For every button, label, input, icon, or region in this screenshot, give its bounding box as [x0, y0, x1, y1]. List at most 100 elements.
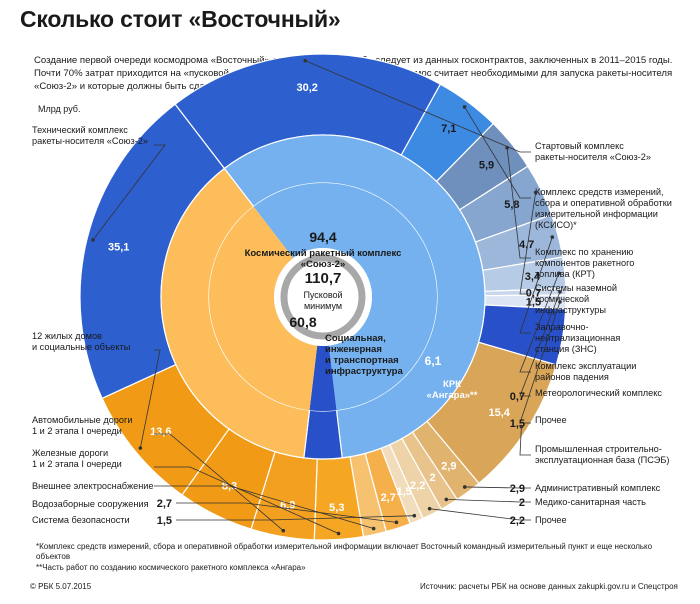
callout-label: Заправочно- — [535, 322, 589, 332]
callout-label: Системы наземной — [535, 283, 617, 293]
footnote: *Комплекс средств измерений, сбора и опе… — [36, 542, 653, 551]
callout-label: ракеты-носителя «Союз-2» — [32, 136, 148, 146]
leader-line — [519, 236, 553, 334]
outer-value-label: 2,2 — [410, 480, 425, 492]
outer-value-label: 15,4 — [489, 407, 511, 419]
callout-value: 0,7 — [510, 391, 525, 403]
leader-dot — [519, 424, 524, 429]
leader-dot — [558, 290, 562, 294]
callout-label: 1 и 2 этапа I очереди — [32, 459, 122, 469]
callout-label: Административный комплекс — [535, 483, 661, 493]
callout-value: 2 — [519, 497, 525, 509]
outer-value-label: 4,7 — [519, 239, 534, 251]
leader-line — [464, 486, 531, 489]
leader-dot — [557, 271, 561, 276]
leader-line — [176, 515, 415, 521]
leader-line — [519, 273, 560, 373]
callout-label: инфраструктуры — [535, 305, 606, 315]
outer-value-label: 13,6 — [150, 426, 171, 438]
outer-value-label: 2 — [429, 472, 435, 484]
callout-label: Технический комплекс — [32, 125, 128, 135]
chart-title: Сколько стоит «Восточный» — [20, 6, 341, 32]
leader-dot — [303, 58, 307, 63]
center-label: минимум — [304, 301, 342, 311]
callout-label: Прочее — [535, 415, 567, 425]
outer-value-label: 6,9 — [280, 500, 295, 512]
inner-value-label: 60,8 — [289, 314, 316, 330]
callout-label: Железные дороги — [32, 448, 108, 458]
center-label: Пусковой — [303, 290, 342, 300]
inner-core-angara — [309, 345, 337, 411]
callout-label: топлива (КРТ) — [535, 269, 595, 279]
leader-dot — [371, 526, 376, 531]
outer-value-label: 1,5 — [396, 486, 411, 498]
leader-line — [139, 349, 161, 449]
inner-name-label: инфраструктура — [325, 366, 403, 377]
outer-value-label: 3,4 — [525, 271, 541, 283]
leader-dot — [427, 506, 432, 511]
leader-dot — [462, 485, 467, 489]
leader-dot — [394, 520, 399, 525]
outer-value-label: 8,3 — [222, 481, 237, 493]
leader-dot — [281, 528, 286, 533]
leader-line — [519, 301, 561, 424]
callout-label: Автомобильные дороги — [32, 415, 133, 425]
callout-label: районов падения — [535, 372, 609, 382]
angara-name-label: «Ангара»** — [427, 390, 478, 401]
leader-line — [519, 291, 561, 397]
callout-label: компонентов ракетного — [535, 258, 634, 268]
leader-line — [464, 106, 531, 199]
callout-label: Метеорологический комплекс — [535, 388, 662, 398]
outer-value-label: 30,2 — [296, 82, 317, 94]
leader-line — [92, 144, 166, 241]
leader-dot — [462, 105, 467, 109]
inner-core-blue — [253, 183, 437, 411]
callout-label: сбора и оперативной обработки — [535, 198, 672, 208]
callout-label: и социальные объекты — [32, 342, 130, 352]
leader-dot — [533, 190, 538, 195]
center-value: 110,7 — [305, 270, 342, 287]
callout-value: 2,2 — [510, 515, 525, 527]
leader-line — [519, 192, 537, 295]
unit-label: Млрд руб. — [38, 104, 81, 114]
source: Источник: расчеты РБК на основе данных z… — [420, 582, 678, 591]
leader-dot — [550, 235, 555, 239]
callout-value: 1,5 — [157, 515, 172, 527]
credit: © РБК 5.07.2015 — [30, 582, 92, 591]
footnote: **Часть работ по созданию космического р… — [36, 563, 306, 572]
center-disc — [274, 248, 372, 346]
callout-label: измерительной информации — [535, 209, 658, 219]
callout-label: эксплуатационная база (ПСЭБ) — [535, 455, 669, 465]
footnote: объектов — [36, 552, 71, 561]
callout-label: Водозаборные сооружения — [32, 499, 149, 509]
callout-label: нейтрализационная — [535, 333, 620, 343]
inner-name-label: «Союз-2» — [301, 259, 346, 270]
outer-value-label: 35,1 — [108, 241, 129, 253]
inner-name-label: Космический ракетный комплекс — [245, 248, 402, 259]
leader-dot — [444, 497, 449, 502]
callout-label: Комплекс средств измерений, — [535, 187, 664, 197]
outer-value-label: 5,9 — [479, 159, 494, 171]
callout-label: Система безопасности — [32, 515, 130, 525]
inner-name-label: Социальная, — [325, 333, 386, 344]
leader-line — [154, 433, 284, 531]
subtitle-line: «Союз-2» и которые должны быть сданы в 2… — [34, 81, 272, 92]
leader-dot — [336, 531, 341, 536]
inner-value-label: 94,4 — [309, 229, 336, 245]
callout-value: 1,5 — [510, 418, 525, 430]
callout-label: станция (ЗНС) — [535, 344, 597, 354]
callout-label: Стартовый комплекс — [535, 141, 624, 151]
callout-label: Внешнее электроснабжение — [32, 481, 154, 491]
callout-label: космической — [535, 294, 589, 304]
callout-label: Комплекс по хранению — [535, 247, 633, 257]
leader-line — [446, 499, 531, 503]
angara-value-label: 6,1 — [425, 354, 442, 368]
leader-dot — [91, 238, 95, 242]
callout-label: 12 жилых домов — [32, 331, 102, 341]
leader-line — [429, 508, 531, 521]
outer-value-label: 5,8 — [504, 199, 519, 211]
outer-value-label: 2,7 — [381, 492, 396, 504]
leader-line — [176, 502, 397, 523]
callout-label: ракеты-носителя «Союз-2» — [535, 152, 651, 162]
